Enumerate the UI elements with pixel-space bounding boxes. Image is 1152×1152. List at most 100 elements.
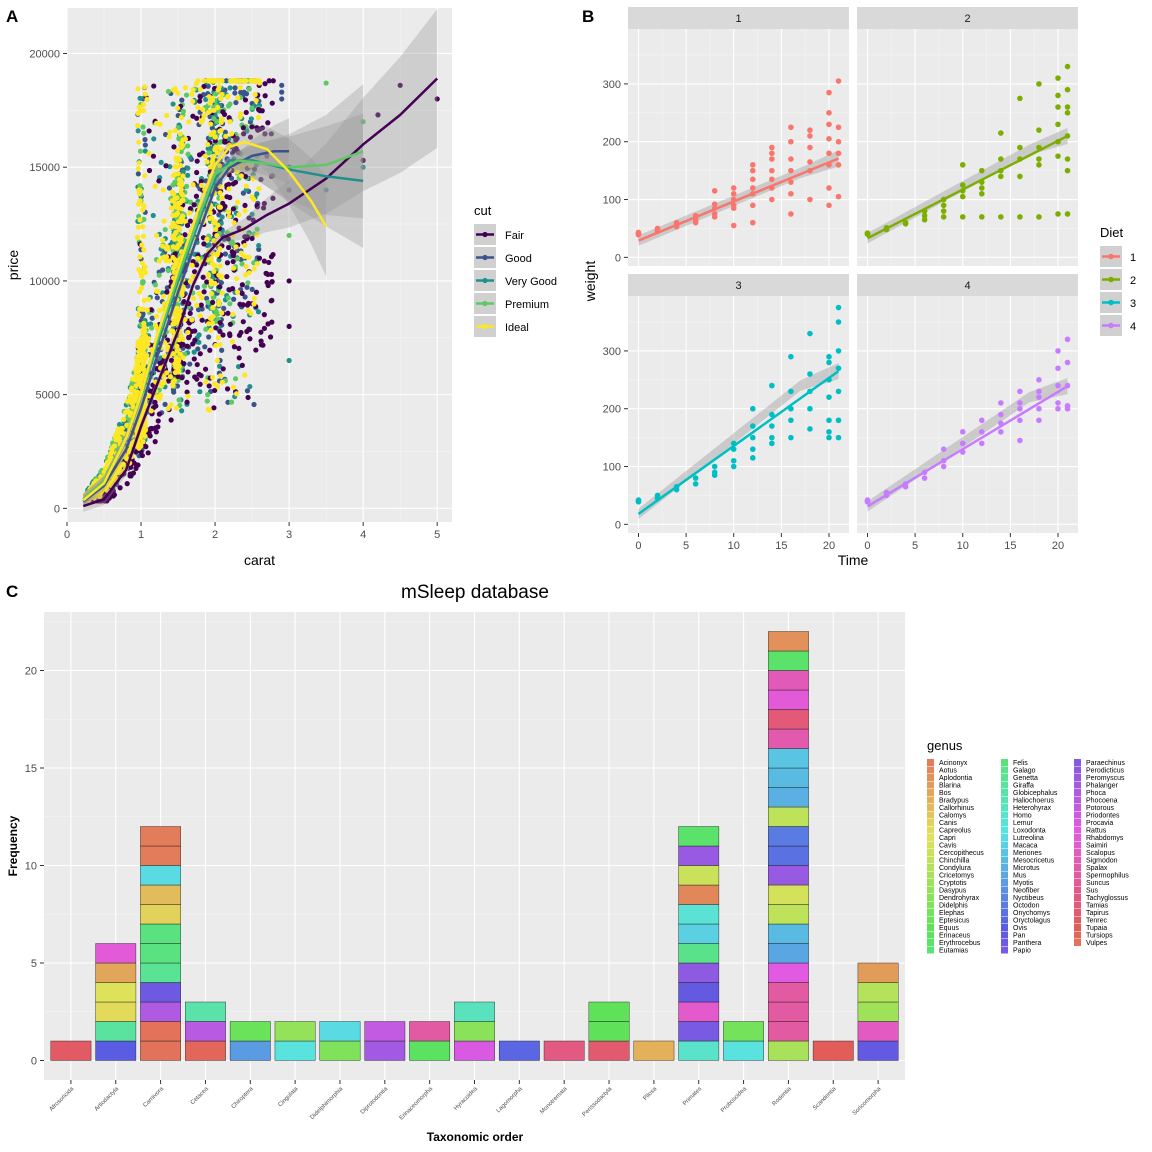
x-tick-label: Monotremata <box>539 1086 569 1116</box>
legend-label: Fair <box>505 230 524 242</box>
point <box>788 353 794 360</box>
point <box>211 405 217 411</box>
point <box>940 446 947 452</box>
point <box>152 183 158 189</box>
y-tick-label: 100 <box>603 195 621 207</box>
bar-segment <box>678 943 720 964</box>
point <box>207 347 213 353</box>
point <box>222 251 228 257</box>
bar-segment <box>768 845 809 866</box>
point <box>1064 63 1071 70</box>
point <box>238 89 244 95</box>
legend-label: Macaca <box>1013 843 1038 850</box>
legend-label: Tenrec <box>1086 918 1108 925</box>
legend-label: Pan <box>1013 933 1026 940</box>
chart-a-diamonds: 0 1 2 3 4 5 0 5000 10000 15000 20000 carat price cut F… <box>5 8 557 568</box>
point <box>199 294 205 301</box>
point <box>1055 92 1061 99</box>
point <box>206 334 212 340</box>
point <box>245 394 251 401</box>
legend-key <box>927 894 934 901</box>
legend-key <box>1001 864 1008 871</box>
point <box>323 80 329 86</box>
point <box>202 283 208 289</box>
point <box>178 114 185 121</box>
bar-segment <box>454 1040 495 1061</box>
point <box>959 193 966 200</box>
point <box>230 384 237 391</box>
point <box>176 157 183 163</box>
point <box>208 131 214 138</box>
point <box>769 411 775 418</box>
point <box>194 169 200 176</box>
x-tick-label: Hyracoidea <box>453 1086 479 1112</box>
legend-label: Genetta <box>1013 775 1038 782</box>
point <box>788 190 794 197</box>
point <box>136 306 143 312</box>
point <box>189 91 195 97</box>
point <box>243 263 249 270</box>
point <box>1055 104 1061 110</box>
bar-segment <box>274 1040 316 1061</box>
bar-segment <box>857 1040 899 1061</box>
point <box>1055 138 1061 145</box>
x-tick-label: 0 <box>64 529 70 541</box>
point <box>165 88 172 95</box>
point <box>135 128 141 134</box>
point <box>194 376 200 382</box>
point <box>137 338 143 344</box>
point <box>286 232 292 239</box>
legend-label: Good <box>505 253 532 265</box>
point <box>247 134 254 140</box>
bar-segment <box>678 884 720 905</box>
point <box>242 242 248 249</box>
legend-label: Vulpes <box>1086 940 1108 947</box>
point <box>206 94 212 100</box>
point <box>835 193 842 200</box>
point <box>198 373 204 379</box>
point <box>236 212 242 218</box>
point <box>826 121 832 128</box>
x-tick-label: 1 <box>138 529 144 541</box>
point <box>214 252 220 258</box>
legend-label: Premium <box>505 299 549 311</box>
point <box>692 481 699 487</box>
point <box>232 90 238 96</box>
legend-key <box>927 759 934 766</box>
point <box>182 85 189 91</box>
bar-segment <box>678 826 720 847</box>
point <box>1036 127 1042 133</box>
legend-key <box>1074 886 1081 894</box>
legend-key <box>1001 924 1008 931</box>
point <box>1017 95 1023 102</box>
point <box>230 311 236 318</box>
point <box>249 105 255 111</box>
legend-key <box>927 909 934 916</box>
legend-label: Bos <box>939 790 952 797</box>
point <box>205 299 211 305</box>
point <box>191 269 198 275</box>
point <box>256 255 263 261</box>
point <box>1017 144 1023 151</box>
legend-key <box>1001 781 1008 789</box>
point <box>183 92 190 98</box>
point <box>136 353 143 359</box>
point <box>172 127 178 134</box>
point <box>864 230 871 237</box>
point <box>178 162 184 169</box>
point <box>1064 211 1071 217</box>
legend-key-point <box>1108 299 1114 306</box>
point <box>238 250 244 256</box>
point <box>807 167 813 174</box>
y-tick-label: 100 <box>603 462 621 474</box>
point <box>226 186 232 192</box>
point <box>190 295 197 302</box>
legend-label: Sus <box>1086 888 1099 895</box>
bar-segment <box>140 845 181 866</box>
point <box>978 440 985 447</box>
point <box>1055 121 1061 128</box>
point <box>256 185 262 192</box>
point <box>261 200 267 207</box>
point <box>266 259 272 266</box>
point <box>224 273 230 280</box>
